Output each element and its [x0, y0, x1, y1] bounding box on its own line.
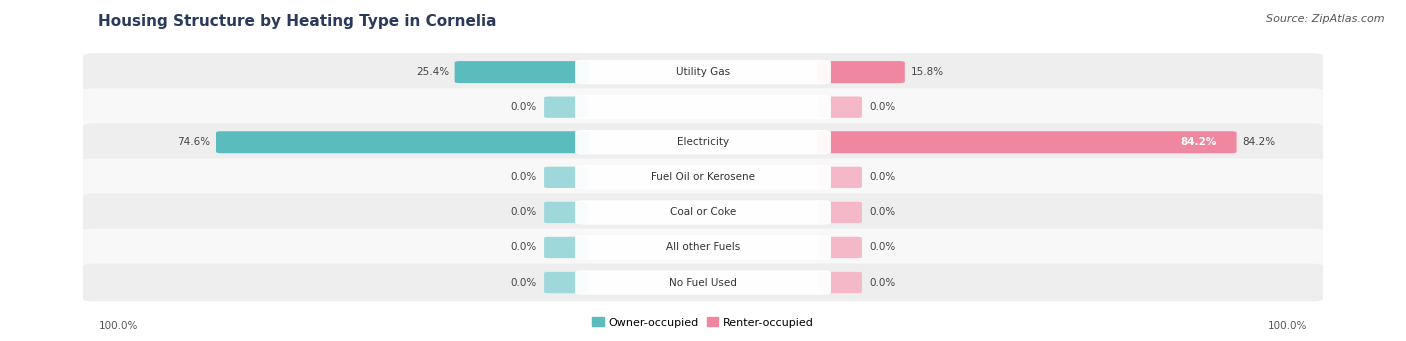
Text: Electricity: Electricity: [676, 137, 730, 147]
FancyBboxPatch shape: [83, 53, 1323, 91]
FancyBboxPatch shape: [544, 202, 588, 223]
Text: 0.0%: 0.0%: [510, 242, 537, 252]
FancyBboxPatch shape: [83, 228, 1323, 266]
FancyBboxPatch shape: [544, 167, 588, 188]
FancyBboxPatch shape: [575, 165, 831, 190]
Text: Utility Gas: Utility Gas: [676, 67, 730, 77]
FancyBboxPatch shape: [83, 159, 1323, 196]
FancyBboxPatch shape: [575, 60, 831, 84]
Text: Source: ZipAtlas.com: Source: ZipAtlas.com: [1267, 14, 1385, 24]
FancyBboxPatch shape: [575, 270, 831, 295]
FancyBboxPatch shape: [544, 272, 588, 293]
Text: 0.0%: 0.0%: [510, 172, 537, 182]
FancyBboxPatch shape: [83, 123, 1323, 161]
Text: 0.0%: 0.0%: [869, 172, 896, 182]
Text: No Fuel Used: No Fuel Used: [669, 278, 737, 287]
Text: Housing Structure by Heating Type in Cornelia: Housing Structure by Heating Type in Cor…: [98, 14, 496, 29]
Text: 15.8%: 15.8%: [911, 67, 943, 77]
FancyBboxPatch shape: [818, 97, 862, 118]
FancyBboxPatch shape: [83, 88, 1323, 126]
FancyBboxPatch shape: [817, 61, 905, 83]
FancyBboxPatch shape: [83, 264, 1323, 301]
FancyBboxPatch shape: [818, 237, 862, 258]
FancyBboxPatch shape: [83, 193, 1323, 231]
FancyBboxPatch shape: [818, 167, 862, 188]
FancyBboxPatch shape: [217, 131, 589, 153]
Text: 0.0%: 0.0%: [869, 207, 896, 218]
Text: 100.0%: 100.0%: [98, 321, 138, 331]
Text: 84.2%: 84.2%: [1181, 137, 1216, 147]
Text: 100.0%: 100.0%: [1268, 321, 1308, 331]
Text: 84.2%: 84.2%: [1241, 137, 1275, 147]
Text: 0.0%: 0.0%: [510, 207, 537, 218]
FancyBboxPatch shape: [575, 95, 831, 119]
FancyBboxPatch shape: [817, 131, 1236, 153]
FancyBboxPatch shape: [454, 61, 589, 83]
FancyBboxPatch shape: [575, 130, 831, 154]
FancyBboxPatch shape: [575, 200, 831, 225]
FancyBboxPatch shape: [544, 97, 588, 118]
Text: Fuel Oil or Kerosene: Fuel Oil or Kerosene: [651, 172, 755, 182]
Legend: Owner-occupied, Renter-occupied: Owner-occupied, Renter-occupied: [588, 313, 818, 332]
Text: 0.0%: 0.0%: [510, 102, 537, 112]
FancyBboxPatch shape: [575, 235, 831, 260]
Text: 74.6%: 74.6%: [177, 137, 211, 147]
Text: 0.0%: 0.0%: [869, 278, 896, 287]
Text: 0.0%: 0.0%: [510, 278, 537, 287]
Text: Coal or Coke: Coal or Coke: [669, 207, 737, 218]
Text: 25.4%: 25.4%: [416, 67, 449, 77]
Text: 0.0%: 0.0%: [869, 102, 896, 112]
FancyBboxPatch shape: [818, 202, 862, 223]
FancyBboxPatch shape: [544, 237, 588, 258]
Text: All other Fuels: All other Fuels: [666, 242, 740, 252]
FancyBboxPatch shape: [818, 272, 862, 293]
Text: 0.0%: 0.0%: [869, 242, 896, 252]
